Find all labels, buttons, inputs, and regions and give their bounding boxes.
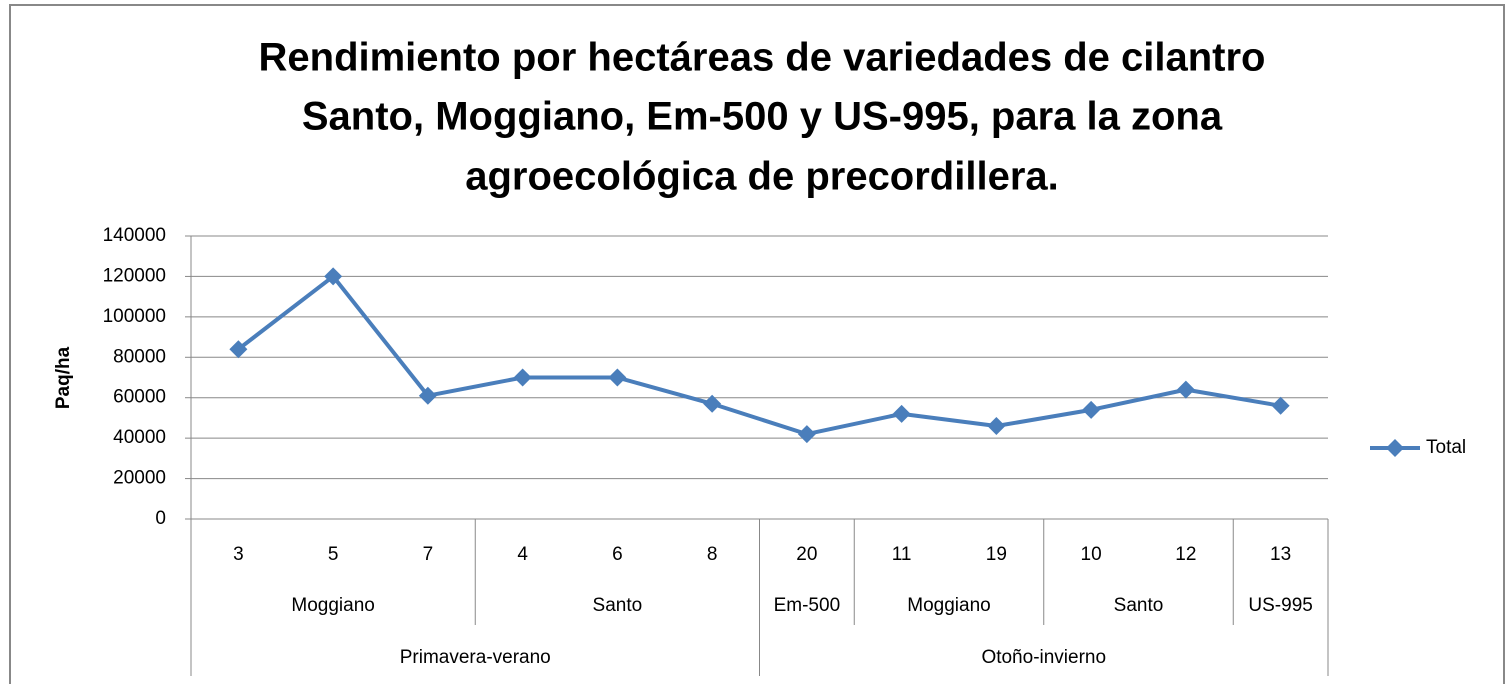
data-point [229,340,248,359]
x-tick-label: 4 [517,544,528,565]
data-point [324,267,343,286]
x-tick-label: 10 [1081,544,1102,565]
y-tick-label: 100000 [103,306,166,327]
y-axis-label: Paq/ha [53,346,74,409]
group-label: Moggiano [291,595,374,616]
group-label: Primavera-verano [400,647,551,668]
data-point [1082,400,1101,419]
data-point [892,404,911,423]
data-point [987,417,1006,436]
data-line [237,274,1281,437]
chart-title: agroecológica de precordillera. [465,155,1059,199]
x-tick-label: 5 [328,544,339,565]
group-label: Moggiano [907,595,990,616]
group-label: Santo [593,595,643,616]
x-tick-label: 13 [1270,544,1291,565]
x-tick-label: 6 [612,544,623,565]
x-tick-label: 7 [423,544,434,565]
legend-label: Total [1426,437,1466,458]
chart-title: Rendimiento por hectáreas de variedades … [259,36,1266,80]
y-tick-label: 140000 [103,225,166,246]
group-label: Santo [1114,595,1164,616]
x-tick-label: 12 [1175,544,1196,565]
chart-frame [9,4,1505,689]
chart-title: Santo, Moggiano, Em-500 y US-995, para l… [302,95,1223,139]
x-tick-label: 11 [892,544,912,565]
y-tick-label: 40000 [113,427,166,448]
data-point [703,394,722,413]
data-point [1176,380,1195,399]
data-point [513,368,532,387]
x-tick-label: 8 [707,544,718,565]
data-point [797,425,816,444]
x-tick-label: 3 [233,544,244,565]
data-point [608,368,627,387]
y-tick-label: 0 [155,508,166,529]
data-point [418,386,437,405]
y-tick-label: 80000 [113,346,166,367]
group-label: Otoño-invierno [981,647,1106,668]
group-label: US-995 [1248,595,1312,616]
x-tick-label: 19 [986,544,1007,565]
data-point [1271,396,1290,415]
legend-marker [1386,439,1404,457]
x-tick-label: 20 [796,544,817,565]
group-label: Em-500 [774,595,841,616]
y-tick-label: 20000 [113,468,166,489]
y-tick-label: 120000 [103,265,166,286]
y-tick-label: 60000 [113,387,166,408]
